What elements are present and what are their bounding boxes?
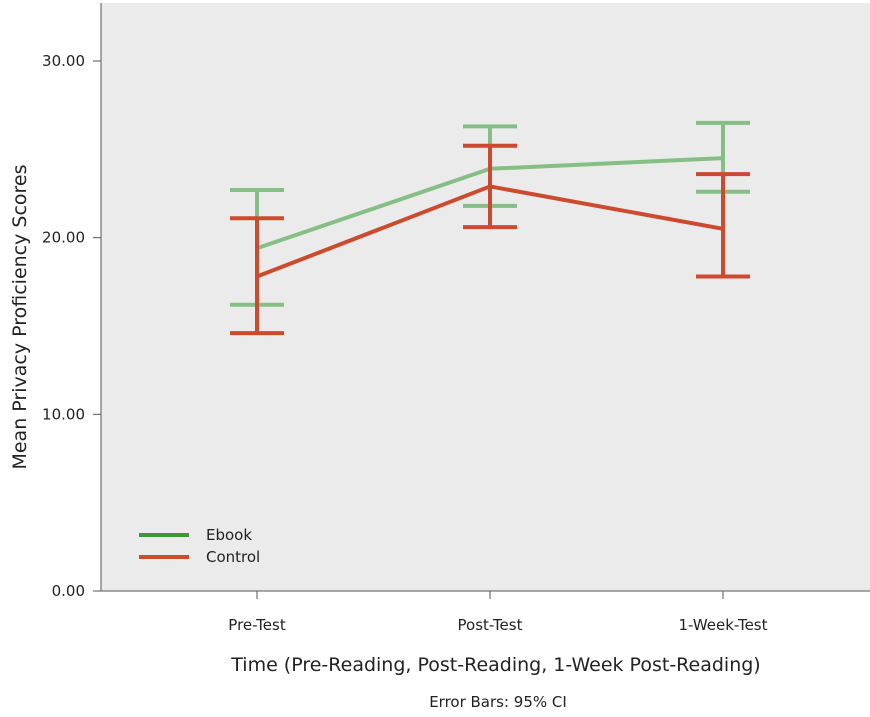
plot-area [101,3,870,591]
x-tick-label: 1-Week-Test [678,616,767,634]
y-tick-label: 30.00 [42,52,85,70]
x-axis-title: Time (Pre-Reading, Post-Reading, 1-Week … [230,654,760,676]
legend-label-ebook: Ebook [206,526,252,544]
error-bars-note: Error Bars: 95% CI [429,693,567,711]
legend: Ebook Control [139,526,260,566]
x-axis-ticks: Pre-Test Post-Test 1-Week-Test [228,591,768,634]
x-tick-label: Pre-Test [228,616,286,634]
series-line-control [256,184,724,279]
y-axis-ticks: 0.00 10.00 20.00 30.00 [42,52,101,600]
y-tick-label: 10.00 [42,405,85,423]
y-tick-label: 20.00 [42,229,85,247]
y-tick-label: 0.00 [52,582,85,600]
x-tick-label: Post-Test [458,616,523,634]
y-axis-title: Mean Privacy Proficiency Scores [9,164,31,469]
legend-label-control: Control [206,548,260,566]
series-layer [230,120,750,336]
series-control [230,143,750,336]
